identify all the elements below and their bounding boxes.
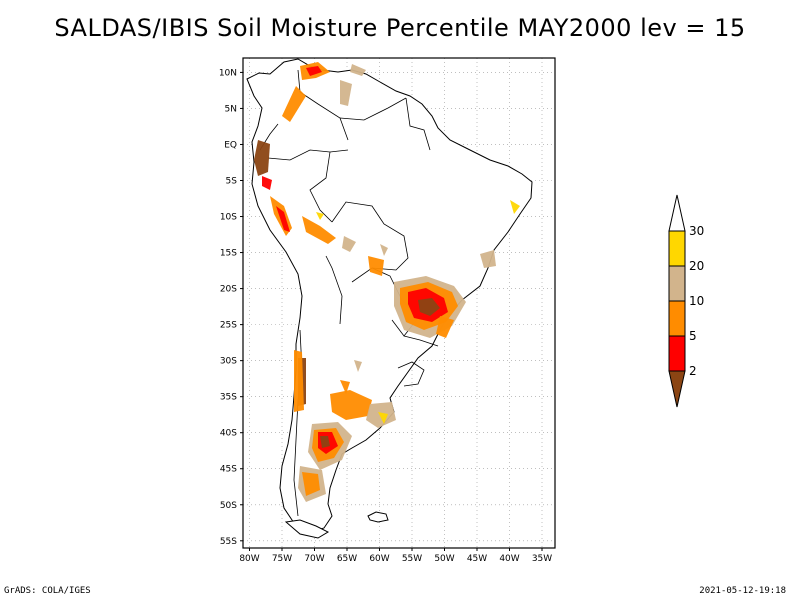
anomaly-patch: [436, 316, 454, 338]
anomaly-patch: [342, 236, 356, 252]
anomaly-patch: [368, 256, 384, 276]
latitude-labels: 10N 5N EQ 5S 10S 15S 20S 25S 30S 35S 40S 45S 50S 55S: [219, 68, 243, 547]
border-chile-bolivia: [325, 255, 343, 325]
colorbar-upper-triangle: [668, 194, 686, 232]
lat-label: 10S: [220, 213, 237, 223]
lon-label: 75W: [272, 554, 292, 564]
colorbar-segment: [668, 335, 686, 372]
anomaly-patch: [418, 298, 440, 316]
anomaly-patch: [294, 350, 304, 412]
anomaly-patch: [378, 412, 388, 424]
anomaly-patch: [302, 472, 320, 496]
anomaly-patch: [316, 212, 324, 220]
border-venezuela-brazil: [339, 97, 407, 121]
lat-label: 20S: [220, 285, 237, 295]
anomaly-patch: [262, 176, 272, 190]
lat-label: 45S: [220, 465, 237, 475]
lon-label: 50W: [434, 554, 454, 564]
page-title: SALDAS/IBIS Soil Moisture Percentile MAY…: [54, 14, 746, 42]
timestamp: 2021-05-12-19:18: [699, 586, 786, 596]
border-colombia-venezuela: [297, 69, 349, 141]
anomaly-patch: [354, 360, 362, 372]
lon-label: 35W: [532, 554, 552, 564]
lon-label: 80W: [239, 554, 259, 564]
anomaly-patch: [254, 140, 270, 176]
soil-moisture-anomalies: [254, 62, 520, 502]
border-colombia-peru: [267, 149, 349, 161]
landmass: [246, 58, 533, 539]
anomaly-patch: [480, 250, 496, 268]
anomaly-patch: [340, 80, 352, 106]
lon-label: 65W: [337, 554, 357, 564]
lat-label: 10N: [219, 68, 237, 78]
lat-label: 35S: [220, 393, 237, 403]
colorbar-segment: [668, 265, 686, 302]
lat-label: 30S: [220, 357, 237, 367]
lon-label: 70W: [304, 554, 324, 564]
lat-label: EQ: [224, 140, 237, 150]
anomaly-patch: [276, 206, 290, 232]
colorbar-level-label: 30: [689, 224, 704, 238]
lon-label: 60W: [369, 554, 389, 564]
colorbar-level-label: 5: [689, 329, 697, 343]
anomaly-patch: [380, 244, 388, 256]
lat-label: 50S: [220, 501, 237, 511]
anomaly-patch: [320, 436, 330, 448]
anomaly-patch: [510, 200, 520, 214]
lat-label: 5S: [226, 177, 238, 187]
anomaly-patch: [330, 390, 372, 420]
lat-label: 40S: [220, 429, 237, 439]
lat-label: 25S: [220, 321, 237, 331]
lon-label: 55W: [402, 554, 422, 564]
south-america-outline: [246, 58, 533, 533]
falkland-islands: [367, 511, 389, 523]
lon-label: 40W: [499, 554, 519, 564]
colorbar-level-label: 2: [689, 364, 697, 378]
anomaly-patch: [340, 380, 350, 394]
colorbar-segment: [668, 300, 686, 337]
lat-label: 55S: [220, 537, 237, 547]
border-uruguay: [397, 361, 425, 387]
colorbar-lower-triangle: [668, 370, 686, 408]
colorbar-level-label: 20: [689, 259, 704, 273]
anomaly-patch: [302, 216, 336, 244]
border-argentina-brazil: [403, 335, 439, 347]
longitude-labels: 80W 75W 70W 65W 60W 55W 50W 45W 40W 35W: [239, 548, 552, 564]
grads-credit: GrADS: COLA/IGES: [4, 586, 91, 596]
tierra-del-fuego: [284, 519, 330, 539]
border-guianas: [405, 97, 431, 151]
anomaly-patch: [350, 64, 366, 76]
anomaly-patch: [306, 66, 322, 76]
lat-label: 15S: [220, 249, 237, 259]
colorbar-segment: [668, 230, 686, 267]
colorbar-legend: 2 5 10 20 30: [668, 194, 704, 408]
map-frame: [242, 57, 556, 549]
colorbar-level-label: 10: [689, 294, 704, 308]
lon-label: 45W: [467, 554, 487, 564]
lat-label: 5N: [225, 104, 237, 114]
anomaly-patch: [282, 86, 306, 122]
